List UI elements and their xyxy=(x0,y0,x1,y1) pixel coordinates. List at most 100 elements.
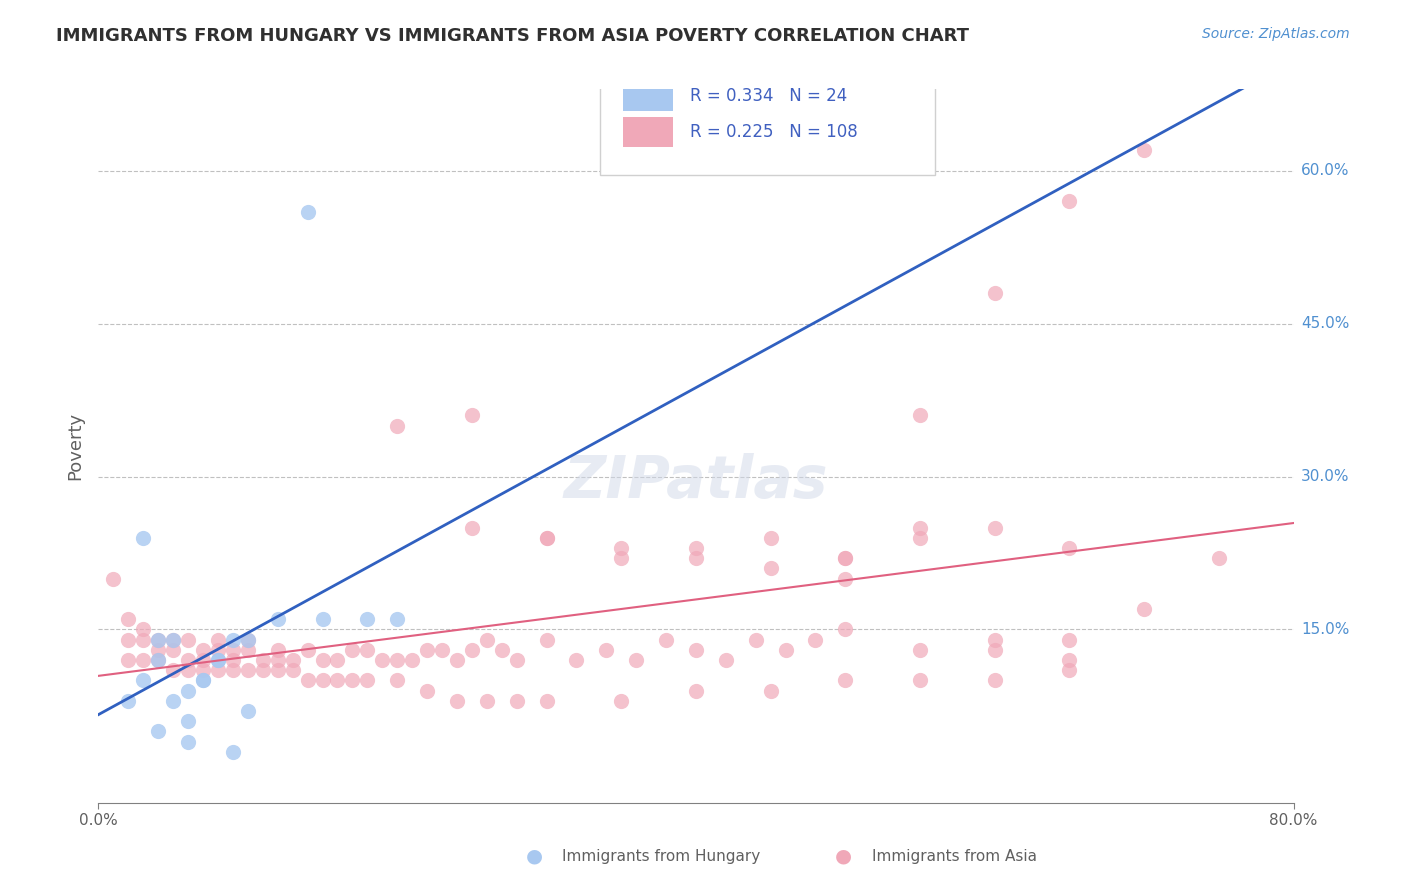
Point xyxy=(222,643,245,657)
Point xyxy=(148,632,170,647)
Point xyxy=(416,643,439,657)
Point xyxy=(565,653,588,667)
Point xyxy=(207,653,229,667)
Text: Immigrants from Asia: Immigrants from Asia xyxy=(872,849,1036,863)
Point xyxy=(714,653,737,667)
Point xyxy=(267,612,290,626)
Point xyxy=(222,653,245,667)
Point xyxy=(207,653,229,667)
Point xyxy=(834,623,856,637)
Point xyxy=(103,572,125,586)
Point xyxy=(1059,541,1081,555)
Point xyxy=(132,623,155,637)
Point xyxy=(1208,551,1230,566)
Text: R = 0.334   N = 24: R = 0.334 N = 24 xyxy=(690,87,848,105)
Text: 45.0%: 45.0% xyxy=(1301,316,1350,331)
Point xyxy=(685,643,707,657)
Point xyxy=(252,653,274,667)
Point xyxy=(162,663,184,677)
Point xyxy=(759,561,782,575)
Point xyxy=(984,520,1007,534)
Point xyxy=(775,643,797,657)
Point xyxy=(117,612,139,626)
Point xyxy=(984,643,1007,657)
Point xyxy=(385,612,409,626)
Text: ●: ● xyxy=(835,847,852,866)
Text: R = 0.225   N = 108: R = 0.225 N = 108 xyxy=(690,123,858,141)
FancyBboxPatch shape xyxy=(623,117,673,147)
Point xyxy=(117,632,139,647)
Point xyxy=(177,632,200,647)
Point xyxy=(236,704,259,718)
Point xyxy=(595,643,617,657)
Point xyxy=(834,572,856,586)
Point xyxy=(132,531,155,545)
Point xyxy=(326,653,349,667)
Point xyxy=(311,612,333,626)
Point xyxy=(834,551,856,566)
Point xyxy=(506,694,529,708)
Point xyxy=(685,683,707,698)
Point xyxy=(506,653,529,667)
Text: IMMIGRANTS FROM HUNGARY VS IMMIGRANTS FROM ASIA POVERTY CORRELATION CHART: IMMIGRANTS FROM HUNGARY VS IMMIGRANTS FR… xyxy=(56,27,969,45)
Point xyxy=(1059,632,1081,647)
Point xyxy=(177,653,200,667)
Point xyxy=(430,643,453,657)
Point xyxy=(281,663,304,677)
Point xyxy=(610,694,633,708)
Text: 30.0%: 30.0% xyxy=(1301,469,1350,484)
Point xyxy=(626,653,648,667)
Point xyxy=(191,643,214,657)
Point xyxy=(356,643,378,657)
Point xyxy=(207,643,229,657)
Point xyxy=(536,632,558,647)
Point xyxy=(834,673,856,688)
Point xyxy=(267,663,290,677)
Point xyxy=(177,663,200,677)
Point xyxy=(148,653,170,667)
Point xyxy=(162,643,184,657)
Point xyxy=(1133,602,1156,616)
Point xyxy=(371,653,394,667)
Point xyxy=(685,551,707,566)
Point xyxy=(385,673,409,688)
Point xyxy=(1059,653,1081,667)
Point xyxy=(908,643,931,657)
Point xyxy=(132,632,155,647)
Point xyxy=(162,632,184,647)
Point xyxy=(461,409,484,423)
Text: ●: ● xyxy=(526,847,543,866)
Point xyxy=(759,683,782,698)
Point xyxy=(222,632,245,647)
Point xyxy=(148,724,170,739)
Point xyxy=(207,663,229,677)
Point xyxy=(222,745,245,759)
Point xyxy=(685,541,707,555)
Point xyxy=(984,632,1007,647)
Point xyxy=(326,673,349,688)
Point xyxy=(908,673,931,688)
Point xyxy=(177,714,200,729)
Point xyxy=(252,663,274,677)
Point xyxy=(1059,663,1081,677)
Point xyxy=(401,653,423,667)
Point xyxy=(191,653,214,667)
Text: 60.0%: 60.0% xyxy=(1301,163,1350,178)
Point xyxy=(222,663,245,677)
Point xyxy=(148,632,170,647)
Point xyxy=(117,653,139,667)
Point xyxy=(207,632,229,647)
Point xyxy=(759,531,782,545)
Point xyxy=(191,673,214,688)
Point xyxy=(342,673,364,688)
Point xyxy=(342,643,364,657)
Point xyxy=(834,551,856,566)
Point xyxy=(461,643,484,657)
Point xyxy=(536,531,558,545)
Point xyxy=(356,612,378,626)
Point xyxy=(610,541,633,555)
FancyBboxPatch shape xyxy=(600,61,935,175)
Point xyxy=(416,683,439,698)
Point xyxy=(610,551,633,566)
Point xyxy=(311,673,333,688)
